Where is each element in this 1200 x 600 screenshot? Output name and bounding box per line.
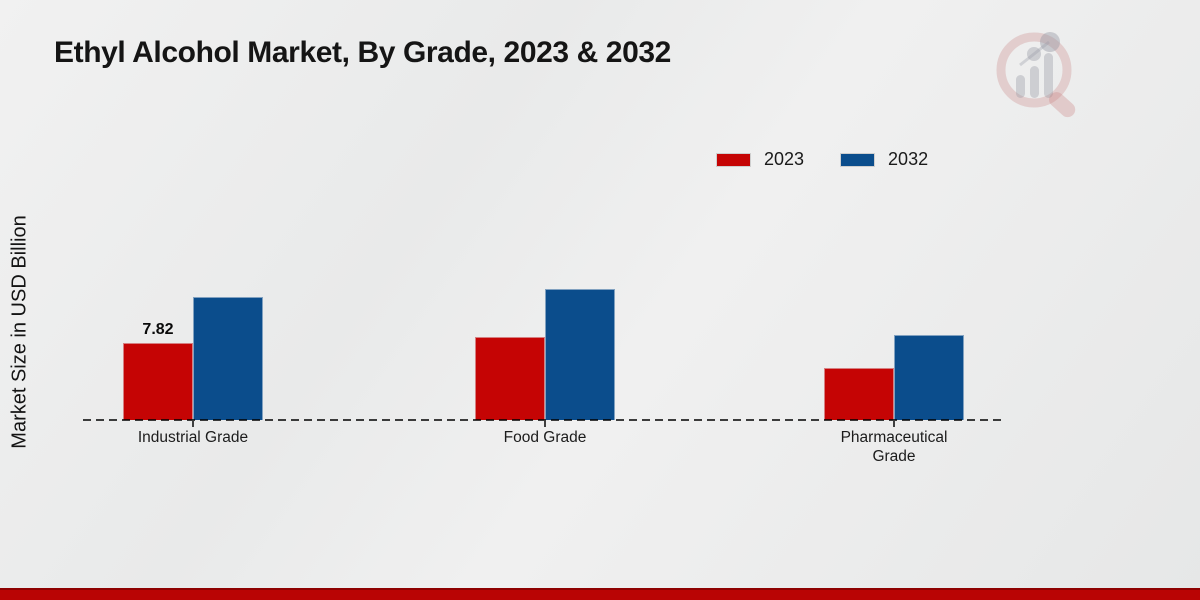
chart-title: Ethyl Alcohol Market, By Grade, 2023 & 2… bbox=[54, 36, 671, 69]
bar-2023-pharmaceutical-grade bbox=[824, 368, 894, 420]
legend-label-2032: 2032 bbox=[888, 149, 929, 169]
bar-2032-food-grade bbox=[545, 289, 615, 420]
bar-2032-industrial-grade bbox=[193, 297, 263, 420]
category-label-food-grade: Food Grade bbox=[503, 429, 587, 446]
bar-2023-food-grade bbox=[475, 337, 545, 420]
legend-item-2023: 2023 bbox=[716, 149, 804, 170]
x-axis-line bbox=[83, 419, 1005, 421]
magnifier-bar-chart-logo bbox=[996, 32, 1076, 118]
x-tick-industrial-grade bbox=[192, 421, 194, 427]
x-tick-pharmaceutical-grade bbox=[893, 421, 895, 427]
data-label-2023-industrial-grade: 7.82 bbox=[142, 321, 174, 338]
category-label-industrial-grade: Industrial Grade bbox=[137, 429, 249, 446]
bar-2032-pharmaceutical-grade bbox=[894, 335, 964, 420]
legend-item-2032: 2032 bbox=[840, 149, 928, 170]
footer-brand-strip bbox=[0, 588, 1200, 600]
category-label-pharmaceutical-grade: Pharmaceutical Grade bbox=[840, 429, 948, 466]
legend-label-2023: 2023 bbox=[764, 149, 805, 169]
legend-swatch-2032 bbox=[840, 152, 876, 167]
legend-swatch-2023 bbox=[716, 152, 751, 167]
bar-2023-industrial-grade bbox=[123, 343, 193, 420]
x-tick-food-grade bbox=[544, 421, 546, 427]
legend: 2023 2032 bbox=[716, 149, 928, 170]
